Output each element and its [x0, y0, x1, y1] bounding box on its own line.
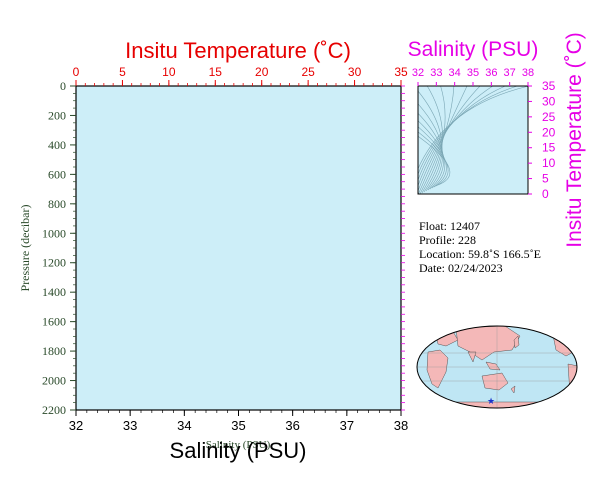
salinity-tick-label: 32: [69, 418, 83, 433]
pressure-tick-label: 1200: [42, 256, 66, 270]
ts-temperature-tick-label: 15: [542, 141, 556, 155]
ts-salinity-tick-label: 38: [522, 67, 534, 79]
pressure-tick-label: 400: [48, 138, 66, 152]
profile-chart: 0 5 10 15 20 25 30 35 32 33 34 35 36 37 38 0 200 400 600…: [18, 38, 408, 463]
pressure-tick-label: 200: [48, 108, 66, 122]
pressure-tick-label: 1600: [42, 315, 66, 329]
temperature-tick-label: 20: [255, 65, 269, 79]
ts-temperature-tick-label: 35: [542, 79, 556, 93]
temperature-tick-label: 10: [162, 65, 176, 79]
salinity-axis-title-overlap: Salinity (PSU): [206, 439, 271, 451]
profile-plot-area: [75, 85, 402, 411]
salinity-tick-label: 38: [394, 418, 408, 433]
density-contour: [418, 86, 468, 194]
right-minor-ticks: [401, 85, 405, 411]
density-contour: [418, 120, 446, 189]
pressure-tick-label: 0: [60, 79, 66, 93]
ts-salinity-tick-label: 33: [430, 67, 442, 79]
ts-salinity-tick-label: 32: [412, 67, 424, 79]
ts-temperature-tick-label: 20: [542, 125, 556, 139]
density-contour: [418, 126, 447, 188]
pressure-tick-label: 1400: [42, 285, 66, 299]
salinity-tick-label: 35: [231, 418, 245, 433]
temperature-tick-label: 15: [209, 65, 223, 79]
ts-temperature-tick-label: 5: [542, 172, 549, 186]
pressure-tick-label: 1000: [42, 226, 66, 240]
world-map: ★: [416, 325, 578, 409]
ts-temperature-tick-label: 10: [542, 156, 556, 170]
pressure-tick-label: 1800: [42, 344, 66, 358]
temperature-tick-label: 25: [301, 65, 315, 79]
density-contour: [418, 112, 444, 190]
profile-date: Date: 02/24/2023: [419, 261, 503, 275]
density-contour: [423, 86, 443, 193]
map-graticule: [417, 326, 577, 408]
pressure-tick-label: 800: [48, 197, 66, 211]
pressure-axis-ticks: 0 200 400 600 800 1000 1200 1400 1600 1800 2000 220…: [42, 79, 76, 417]
ts-temperature-tick-label: 25: [542, 110, 556, 124]
float-id: Float: 12407: [419, 219, 480, 233]
ts-salinity-tick-label: 35: [467, 67, 479, 79]
pressure-tick-label: 2000: [42, 374, 66, 388]
density-contour: [418, 136, 451, 186]
ts-salinity-tick-label: 36: [485, 67, 497, 79]
salinity-axis-title: Salinity (PSU): [170, 438, 307, 463]
density-contour: [421, 86, 446, 194]
pressure-axis-title: Pressure (decibar): [18, 205, 32, 292]
float-info: Float: 12407 Profile: 228 Location: 59.8…: [419, 219, 541, 275]
salinity-tick-label: 36: [285, 418, 299, 433]
salinity-tick-label: 33: [123, 418, 137, 433]
pressure-tick-label: 600: [48, 167, 66, 181]
ts-temperature-tick-label: 0: [542, 187, 549, 201]
temperature-axis-title: Insitu Temperature (˚C): [125, 38, 351, 63]
temperature-tick-label: 30: [348, 65, 362, 79]
density-contour: [418, 90, 443, 192]
salinity-tick-label: 34: [177, 418, 191, 433]
density-contour: [418, 131, 449, 187]
salinity-tick-label: 37: [340, 418, 354, 433]
ts-salinity-axis-title: Salinity (PSU): [408, 38, 539, 61]
ts-temperature-axis-title: Insitu Temperature (˚C): [563, 32, 586, 248]
temperature-axis-ticks: 0 5 10 15 20 25 30 35: [73, 65, 408, 86]
density-contour: [418, 103, 443, 191]
float-location-marker: ★: [487, 396, 495, 406]
ts-salinity-tick-label: 34: [449, 67, 461, 79]
ts-salinity-ticks: 32 33 34 35 36 37 38: [412, 67, 534, 86]
temperature-tick-label: 0: [73, 65, 80, 79]
ts-temperature-tick-label: 30: [542, 94, 556, 108]
temperature-tick-label: 5: [119, 65, 126, 79]
profile-number: Profile: 228: [419, 233, 476, 247]
ts-salinity-tick-label: 37: [504, 67, 516, 79]
float-location: Location: 59.8˚S 166.5˚E: [419, 247, 541, 261]
temperature-tick-label: 35: [394, 65, 408, 79]
density-contour: [419, 86, 455, 194]
map-frame: [416, 325, 578, 409]
pressure-tick-label: 2200: [42, 403, 66, 417]
salinity-axis-ticks: 32 33 34 35 36 37 38: [69, 410, 408, 433]
